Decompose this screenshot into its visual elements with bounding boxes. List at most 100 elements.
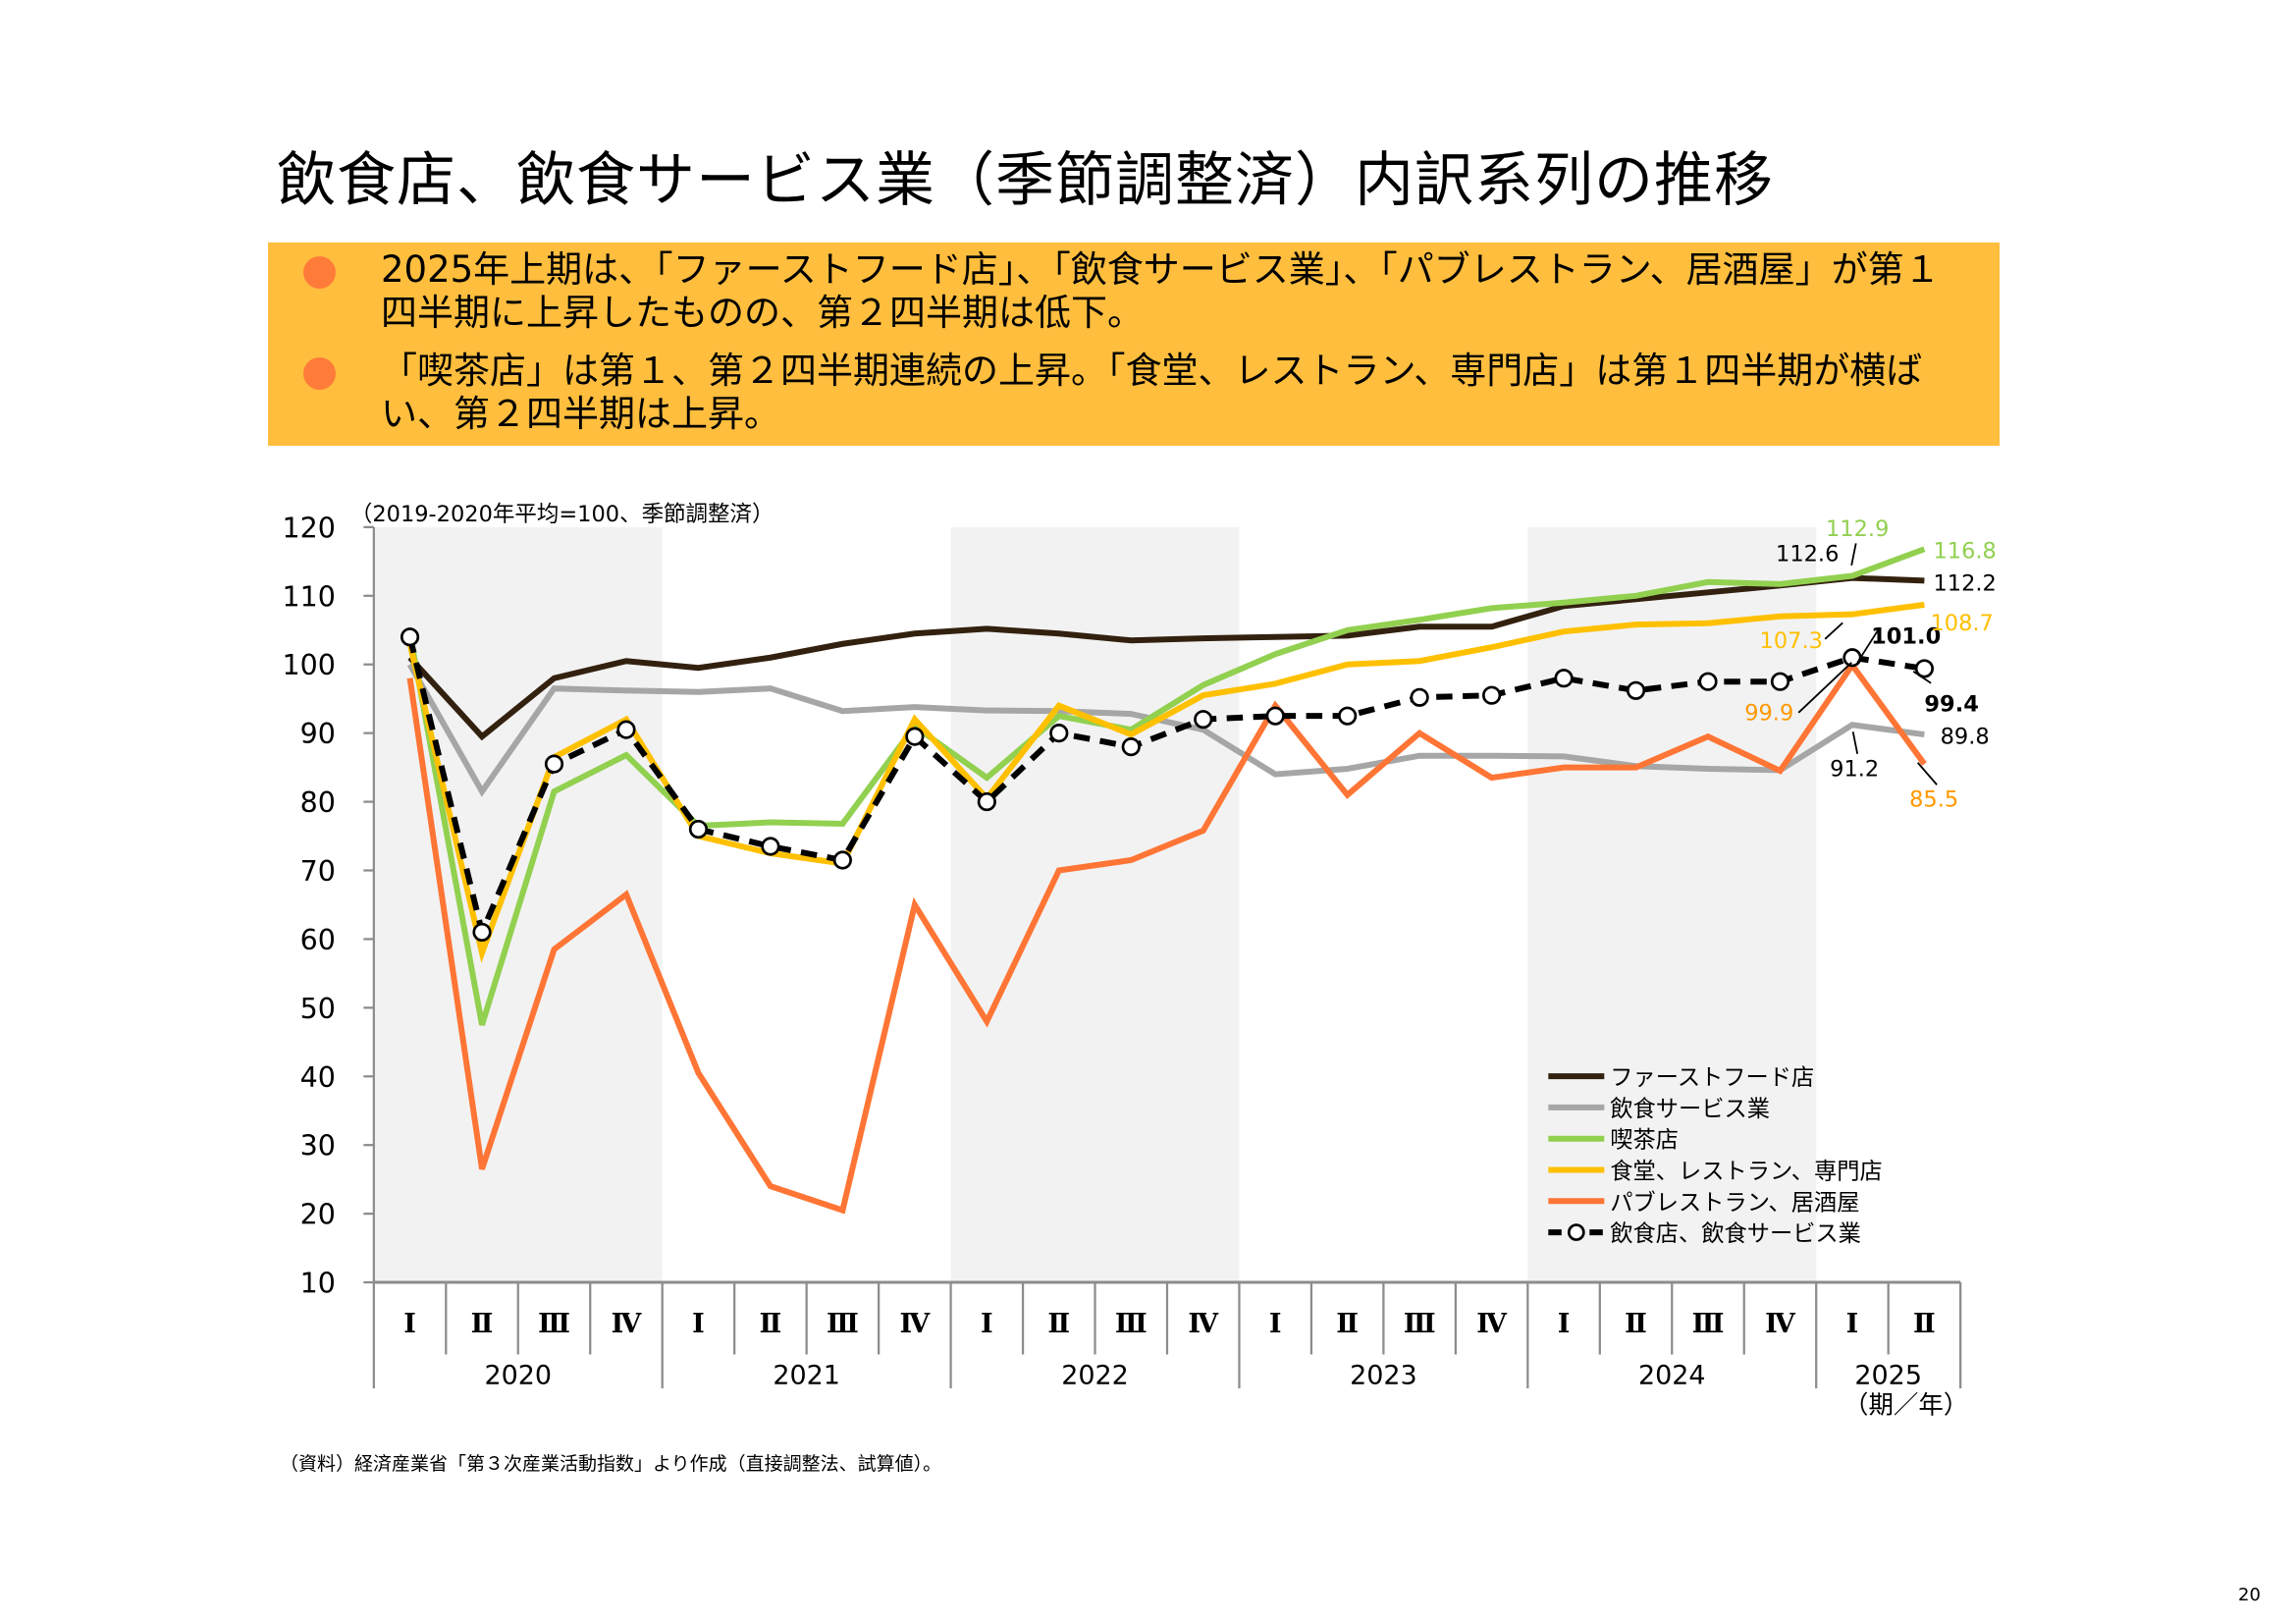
quarter-label: Ⅲ: [1115, 1309, 1148, 1339]
bullet-icon: [303, 357, 336, 390]
data-point-marker: [1914, 659, 1935, 678]
unit-note: （2019-2020年平均=100、季節調整済）: [350, 502, 774, 527]
quarter-label: Ⅳ: [1765, 1309, 1795, 1339]
y-tick-label: 90: [300, 718, 336, 750]
data-label: 116.8: [1933, 538, 1996, 564]
data-point-marker: [544, 754, 564, 774]
series-line: [406, 636, 1925, 942]
data-point-marker: [1482, 685, 1502, 705]
quarter-label: Ⅳ: [1188, 1309, 1218, 1339]
label-leader-line: [1850, 543, 1857, 567]
shaded-year-band: [1527, 526, 1817, 1283]
data-point-marker: [1121, 737, 1141, 757]
label-leader-line: [1916, 762, 1938, 785]
quarter-label: Ⅲ: [1404, 1309, 1436, 1339]
data-label: 99.9: [1744, 700, 1793, 726]
data-label: 85.5: [1909, 787, 1958, 813]
data-point-marker: [1194, 710, 1213, 730]
data-label: 101.0: [1871, 623, 1941, 649]
series-line: [407, 574, 1925, 741]
y-tick-label: 60: [300, 924, 336, 956]
y-tick-label: 70: [300, 855, 336, 888]
quarter-label: Ⅱ: [760, 1309, 782, 1339]
label-leader-line: [1912, 671, 1932, 684]
data-point-marker: [1698, 672, 1718, 691]
label-leader-line: [1851, 731, 1859, 754]
data-label: 89.8: [1941, 724, 1990, 749]
data-label: 112.9: [1826, 516, 1889, 542]
series-line: [406, 546, 1926, 1026]
quarter-label: Ⅲ: [1692, 1309, 1725, 1339]
data-point-marker: [1049, 724, 1069, 743]
data-point-marker: [1626, 680, 1646, 700]
y-tick-label: 50: [300, 993, 336, 1025]
y-tick-label: 40: [300, 1061, 336, 1094]
data-point-marker: [1554, 669, 1574, 688]
year-label: 2022: [1061, 1361, 1129, 1391]
data-point-marker: [905, 727, 925, 746]
quarter-label: Ⅰ: [403, 1309, 416, 1339]
quarter-label: Ⅲ: [827, 1309, 859, 1339]
quarter-label: Ⅰ: [1558, 1309, 1571, 1339]
data-point-marker: [472, 922, 492, 943]
data-label: 91.2: [1830, 756, 1879, 782]
y-tick-label: 120: [283, 512, 336, 544]
quarter-label: Ⅰ: [692, 1309, 705, 1339]
quarter-label: Ⅰ: [1269, 1309, 1282, 1339]
y-tick-label: 20: [300, 1199, 336, 1231]
data-point-marker: [616, 720, 636, 739]
quarter-label: Ⅲ: [538, 1309, 570, 1339]
quarter-label: Ⅱ: [471, 1309, 494, 1339]
legend-label: 飲食サービス業: [1610, 1096, 1770, 1122]
data-label: 108.7: [1930, 611, 1993, 636]
quarter-label: Ⅳ: [1476, 1309, 1507, 1339]
series-line: [406, 663, 1925, 797]
data-point-marker: [1410, 687, 1429, 707]
y-tick-label: 110: [283, 580, 336, 613]
quarter-label: Ⅱ: [1047, 1309, 1070, 1339]
y-tick-label: 30: [300, 1130, 336, 1163]
legend-label: 食堂、レストラン、専門店: [1610, 1158, 1882, 1184]
data-label: 112.2: [1933, 570, 1996, 596]
data-point-marker: [977, 791, 996, 812]
year-label: 2024: [1638, 1361, 1706, 1391]
series-line: [406, 601, 1925, 963]
shaded-year-band: [950, 526, 1240, 1283]
data-point-marker: [688, 819, 709, 839]
quarter-label: Ⅰ: [1846, 1309, 1859, 1339]
data-point-marker: [832, 850, 852, 870]
y-tick-label: 10: [300, 1268, 336, 1300]
data-point-marker: [761, 837, 780, 856]
legend-label: 飲食店、飲食サービス業: [1610, 1220, 1861, 1247]
y-tick-label: 100: [283, 649, 336, 681]
label-leader-line: [1856, 629, 1879, 664]
data-label: 107.3: [1760, 628, 1823, 654]
summary-point: 2025年上期は、「ファーストフード店」、「飲食サービス業」、「パブレストラン、…: [381, 248, 1941, 334]
quarter-label: Ⅱ: [1625, 1309, 1647, 1339]
bullet-icon: [303, 256, 336, 289]
year-label: 2025: [1854, 1361, 1922, 1391]
data-point-marker: [1265, 706, 1285, 726]
legend-label: パブレストラン、居酒屋: [1610, 1189, 1859, 1216]
data-label: 112.6: [1776, 541, 1839, 567]
quarter-label: Ⅳ: [900, 1309, 931, 1339]
summary-box: 2025年上期は、「ファーストフード店」、「飲食サービス業」、「パブレストラン、…: [268, 243, 2000, 446]
data-point-marker: [1338, 706, 1358, 726]
y-tick-label: 80: [300, 786, 336, 819]
data-point-marker: [400, 627, 420, 647]
quarter-label: Ⅰ: [981, 1309, 993, 1339]
year-label: 2020: [484, 1361, 552, 1391]
summary-point: 「喫茶店」は第１、第２四半期連続の上昇。「食堂、レストラン、専門店」は第１四半期…: [381, 350, 1923, 435]
quarter-label: Ⅱ: [1336, 1309, 1359, 1339]
quarter-label: Ⅳ: [612, 1309, 642, 1339]
data-label: 99.4: [1924, 691, 1978, 717]
page-number: 20: [2238, 1585, 2261, 1605]
year-label: 2023: [1350, 1361, 1417, 1391]
legend-label: ファーストフード店: [1610, 1064, 1814, 1091]
data-point-marker: [1842, 648, 1862, 668]
x-axis-note: （期／年）: [1843, 1390, 1968, 1420]
year-label: 2021: [773, 1361, 840, 1391]
legend-marker: [1567, 1223, 1585, 1241]
